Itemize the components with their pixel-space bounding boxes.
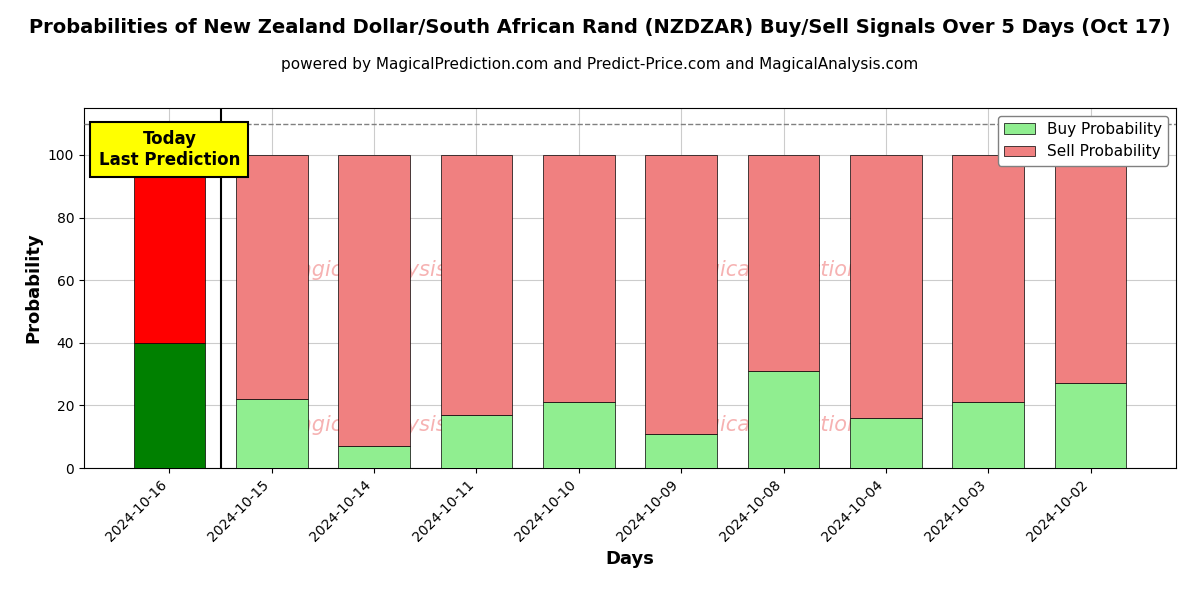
X-axis label: Days: Days: [606, 550, 654, 568]
Bar: [1055, 383, 1127, 468]
Bar: [646, 434, 716, 468]
Text: Probabilities of New Zealand Dollar/South African Rand (NZDZAR) Buy/Sell Signals: Probabilities of New Zealand Dollar/Sout…: [29, 18, 1171, 37]
Bar: [236, 399, 307, 468]
Bar: [953, 402, 1024, 468]
Bar: [850, 155, 922, 418]
Legend: Buy Probability, Sell Probability: Buy Probability, Sell Probability: [998, 116, 1169, 166]
Bar: [338, 446, 410, 468]
Bar: [646, 155, 716, 434]
Bar: [748, 155, 820, 371]
Bar: [748, 371, 820, 468]
Bar: [953, 155, 1024, 402]
Text: MagicalPrediction.com: MagicalPrediction.com: [676, 260, 912, 280]
Text: powered by MagicalPrediction.com and Predict-Price.com and MagicalAnalysis.com: powered by MagicalPrediction.com and Pre…: [281, 57, 919, 72]
Bar: [133, 343, 205, 468]
Text: MagicalAnalysis.com: MagicalAnalysis.com: [281, 415, 498, 435]
Bar: [544, 402, 614, 468]
Bar: [1055, 155, 1127, 383]
Text: Today
Last Prediction: Today Last Prediction: [98, 130, 240, 169]
Y-axis label: Probability: Probability: [24, 233, 42, 343]
Bar: [850, 418, 922, 468]
Bar: [544, 155, 614, 402]
Text: MagicalPrediction.com: MagicalPrediction.com: [676, 415, 912, 435]
Bar: [236, 155, 307, 399]
Bar: [440, 155, 512, 415]
Bar: [133, 155, 205, 343]
Text: MagicalAnalysis.com: MagicalAnalysis.com: [281, 260, 498, 280]
Bar: [440, 415, 512, 468]
Bar: [338, 155, 410, 446]
